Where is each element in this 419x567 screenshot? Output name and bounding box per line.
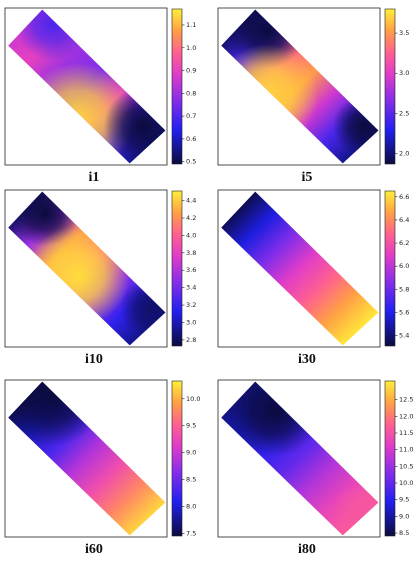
- colorbar: [384, 8, 396, 165]
- field-blob: [14, 9, 93, 62]
- colorbar-tick-label: 5.8: [399, 285, 409, 293]
- colorbar-tick-label: 3.0: [399, 69, 409, 77]
- colorbar-tick-label: 3.6: [186, 266, 196, 274]
- field-blob: [119, 277, 166, 338]
- colorbar-tick-label: 11.5: [399, 429, 413, 437]
- colorbar-tick-label: 8.5: [399, 529, 409, 537]
- colorbar-tick-label: 6.6: [399, 193, 409, 201]
- panel: 2.0 2.5 3.0 3.5 i5: [217, 7, 409, 185]
- colorbar-tick-label: 8.5: [186, 475, 196, 483]
- panel: 8.5 9.0 9.5 10.0 10.5 11.0 11.5 12.0 12.5 i80: [217, 379, 413, 557]
- colorbar: [384, 380, 396, 537]
- colorbar-tick-label: 11.0: [399, 446, 413, 454]
- colorbar: [171, 8, 183, 165]
- colorbar: [171, 380, 183, 537]
- colorbar-tick-label: 3.5: [399, 29, 409, 37]
- colorbar-tick-label: 4.0: [186, 231, 196, 239]
- colorbar-tick-label: 3.8: [186, 249, 196, 257]
- panel-title: i1: [89, 170, 100, 185]
- colorbar-tick-label: 7.5: [186, 529, 196, 537]
- colorbar: [171, 190, 183, 347]
- colorbar-tick-label: 3.2: [186, 301, 196, 309]
- colorbar-tick-label: 9.5: [399, 496, 409, 504]
- colorbar-tick-label: 12.5: [399, 396, 413, 404]
- panel: 0.5 0.6 0.7 0.8 0.9 1.0 1.1 i1: [4, 7, 196, 185]
- colorbar-tick-label: 5.4: [399, 332, 409, 340]
- field-blob: [8, 381, 106, 446]
- colorbar: [384, 190, 396, 347]
- colorbar-tick-label: 1.0: [186, 44, 196, 52]
- colorbar-tick-label: 9.0: [186, 449, 196, 457]
- colorbar-tick-label: 4.4: [186, 197, 196, 205]
- colorbar-tick-label: 6.2: [399, 239, 409, 247]
- colorbar-tick-label: 12.0: [399, 412, 413, 420]
- colorbar-tick-label: 2.0: [399, 150, 409, 158]
- panel-title: i10: [85, 352, 103, 367]
- panel: 5.4 5.6 5.8 6.0 6.2 6.4 6.6 i30: [217, 189, 409, 367]
- colorbar-tick-label: 2.8: [186, 336, 196, 344]
- colorbar-tick-label: 0.5: [186, 158, 196, 166]
- colorbar-tick-label: 6.4: [399, 216, 409, 224]
- panel-title: i60: [85, 542, 103, 557]
- colorbar-tick-label: 0.8: [186, 89, 196, 97]
- panel: 2.8 3.0 3.2 3.4 3.6 3.8 4.0 4.2 4.4 i10: [4, 189, 196, 367]
- colorbar-tick-label: 0.6: [186, 135, 196, 143]
- colorbar-tick-label: 9.5: [186, 422, 196, 430]
- panel-title: i30: [298, 352, 316, 367]
- colorbar-tick-label: 0.7: [186, 112, 196, 120]
- colorbar-tick-label: 10.5: [399, 462, 413, 470]
- panel-title: i5: [302, 170, 313, 185]
- colorbar-tick-label: 3.0: [186, 318, 196, 326]
- colorbar-tick-label: 1.1: [186, 21, 196, 29]
- colorbar-tick-label: 9.0: [399, 512, 409, 520]
- colorbar-tick-label: 10.0: [399, 479, 413, 487]
- colorbar-tick-label: 10.0: [186, 395, 200, 403]
- field-blob: [332, 95, 379, 156]
- panel: 7.5 8.0 8.5 9.0 9.5 10.0 i60: [4, 379, 200, 557]
- colorbar-tick-label: 8.0: [186, 502, 196, 510]
- colorbar-tick-label: 4.2: [186, 214, 196, 222]
- field-blob: [332, 483, 379, 536]
- colorbar-tick-label: 5.6: [399, 308, 409, 316]
- colorbar-tick-label: 2.5: [399, 109, 409, 117]
- colorbar-tick-label: 3.4: [186, 284, 196, 292]
- panel-title: i80: [298, 542, 316, 557]
- colorbar-tick-label: 0.9: [186, 67, 196, 75]
- colorbar-tick-label: 6.0: [399, 262, 409, 270]
